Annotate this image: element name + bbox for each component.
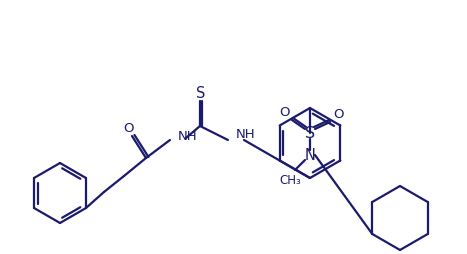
Text: CH₃: CH₃: [279, 174, 301, 187]
Text: O: O: [279, 105, 289, 119]
Text: S: S: [196, 86, 205, 101]
Text: N: N: [304, 148, 315, 163]
Text: O: O: [334, 107, 344, 120]
Text: NH: NH: [178, 130, 198, 142]
Text: S: S: [305, 125, 315, 140]
Text: NH: NH: [236, 129, 255, 141]
Text: O: O: [124, 121, 134, 135]
